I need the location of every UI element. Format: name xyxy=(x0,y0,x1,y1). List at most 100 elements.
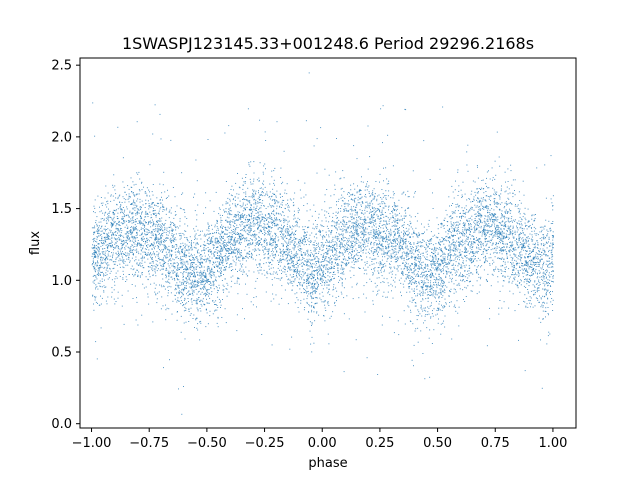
data-point xyxy=(156,265,158,267)
data-point xyxy=(150,232,152,234)
data-point xyxy=(299,189,301,191)
data-point xyxy=(270,273,272,275)
data-point xyxy=(372,190,374,192)
data-point xyxy=(213,254,215,256)
data-point xyxy=(400,245,402,247)
data-point xyxy=(200,280,202,281)
data-point xyxy=(268,261,270,263)
data-point xyxy=(140,249,142,251)
data-point xyxy=(458,256,460,258)
data-point xyxy=(441,281,442,283)
data-point xyxy=(454,272,456,274)
data-point xyxy=(349,246,351,248)
data-point xyxy=(385,225,387,227)
data-point xyxy=(537,247,539,249)
data-point xyxy=(358,245,360,247)
data-point xyxy=(125,276,127,278)
data-point xyxy=(261,217,263,219)
data-point xyxy=(305,194,307,196)
data-point xyxy=(258,192,259,194)
data-point xyxy=(300,253,302,255)
data-point xyxy=(148,273,150,275)
data-point xyxy=(456,240,458,242)
data-point xyxy=(453,247,455,249)
data-point xyxy=(418,281,420,283)
data-point xyxy=(190,283,192,285)
data-point xyxy=(448,241,450,243)
data-point xyxy=(453,268,455,270)
data-point xyxy=(533,294,535,296)
data-point xyxy=(277,228,279,230)
data-point xyxy=(474,213,476,215)
data-point xyxy=(417,271,419,273)
data-point xyxy=(279,269,281,271)
data-point xyxy=(366,189,368,191)
data-point xyxy=(136,200,138,202)
data-point xyxy=(355,239,357,241)
data-point xyxy=(434,264,436,266)
data-point xyxy=(464,243,466,245)
data-point xyxy=(258,177,260,179)
data-point xyxy=(302,268,304,270)
data-point xyxy=(183,322,185,324)
data-point xyxy=(328,174,330,176)
data-point xyxy=(364,212,366,214)
data-point xyxy=(388,272,390,274)
data-point xyxy=(122,277,124,279)
data-point xyxy=(152,225,154,227)
data-point xyxy=(284,219,286,221)
data-point xyxy=(281,228,283,230)
data-point xyxy=(392,225,394,227)
data-point xyxy=(539,260,541,262)
data-point xyxy=(240,239,242,241)
data-point xyxy=(258,226,259,228)
data-point xyxy=(424,246,426,248)
data-point xyxy=(324,236,326,238)
data-point xyxy=(129,251,131,252)
data-point xyxy=(257,222,258,224)
data-point xyxy=(454,253,456,255)
data-point xyxy=(547,279,549,281)
data-point xyxy=(253,198,255,200)
data-point xyxy=(427,223,429,225)
data-point xyxy=(435,256,437,258)
data-point xyxy=(360,246,362,248)
data-point xyxy=(539,231,541,233)
data-point xyxy=(365,252,367,254)
data-point xyxy=(389,263,390,265)
data-point xyxy=(203,241,205,243)
data-point xyxy=(280,259,282,261)
data-point xyxy=(258,225,260,227)
data-point xyxy=(422,272,424,274)
data-point xyxy=(492,236,494,238)
data-point xyxy=(425,289,427,291)
data-point xyxy=(386,258,388,260)
data-point xyxy=(173,239,174,241)
data-point xyxy=(215,237,217,239)
data-point xyxy=(365,269,367,271)
data-point xyxy=(530,306,531,308)
data-point xyxy=(477,201,479,203)
data-point xyxy=(184,230,186,232)
data-point xyxy=(309,266,311,268)
data-point xyxy=(193,289,195,291)
data-point xyxy=(395,248,397,250)
data-point xyxy=(316,242,318,244)
data-point xyxy=(133,204,135,206)
data-point xyxy=(263,269,265,271)
data-point xyxy=(469,198,471,200)
data-point xyxy=(291,241,293,243)
data-point xyxy=(263,226,265,228)
data-point xyxy=(187,246,189,248)
data-point xyxy=(181,292,183,294)
data-point xyxy=(211,257,213,259)
data-point xyxy=(192,257,194,259)
data-point xyxy=(161,225,162,227)
data-point xyxy=(388,209,389,211)
data-point xyxy=(143,287,145,289)
data-point xyxy=(268,217,270,219)
data-point xyxy=(165,237,167,239)
data-point xyxy=(137,275,139,277)
data-point xyxy=(203,248,205,250)
data-point xyxy=(375,229,377,231)
